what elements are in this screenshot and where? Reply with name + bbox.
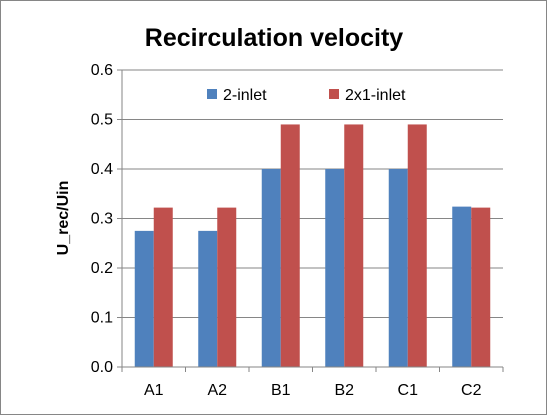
y-axis-label: U_rec/Uin [55,181,72,256]
x-tick-label-3: B2 [334,382,354,399]
bar-2x1-inlet-B1 [280,124,300,367]
x-axis-ticks: A1 A2 B1 B2 C1 C2 [121,367,504,399]
x-tick-label-1: A2 [207,382,227,399]
bar-2x1-inlet-A2 [217,207,237,367]
bar-2-inlet-B2 [325,169,345,367]
y-tick-label-0: 0.0 [91,359,113,376]
bars [134,124,491,367]
legend-swatch-1 [329,89,339,99]
x-tick-label-2: B1 [271,382,291,399]
bar-2-inlet-B1 [261,169,281,367]
legend-label-0: 2-inlet [223,87,267,104]
x-tick-label-5: C2 [461,382,482,399]
bar-2x1-inlet-C2 [471,207,491,367]
y-tick-label-1: 0.1 [91,310,113,327]
bar-2-inlet-A2 [198,230,218,367]
bar-2x1-inlet-A1 [153,207,173,367]
bar-2x1-inlet-B2 [344,124,364,367]
x-tick-label-0: A1 [144,382,164,399]
bar-2-inlet-C1 [388,169,408,367]
bar-2x1-inlet-C1 [407,124,427,367]
bar-2-inlet-C2 [452,206,472,367]
gridlines [122,69,503,368]
x-tick-label-4: C1 [398,382,419,399]
y-tick-label-6: 0.6 [91,62,113,79]
y-tick-label-3: 0.3 [91,211,113,228]
legend: 2-inlet 2x1-inlet [207,87,406,104]
legend-label-1: 2x1-inlet [345,87,406,104]
bar-2-inlet-A1 [134,230,154,367]
y-axis-ticks: 0.0 0.1 0.2 0.3 0.4 0.5 0.6 [91,62,122,376]
y-tick-label-2: 0.2 [91,260,113,277]
legend-swatch-0 [207,89,217,99]
y-tick-label-5: 0.5 [91,112,113,129]
y-tick-label-4: 0.4 [91,161,113,178]
chart-title: Recirculation velocity [145,24,404,52]
